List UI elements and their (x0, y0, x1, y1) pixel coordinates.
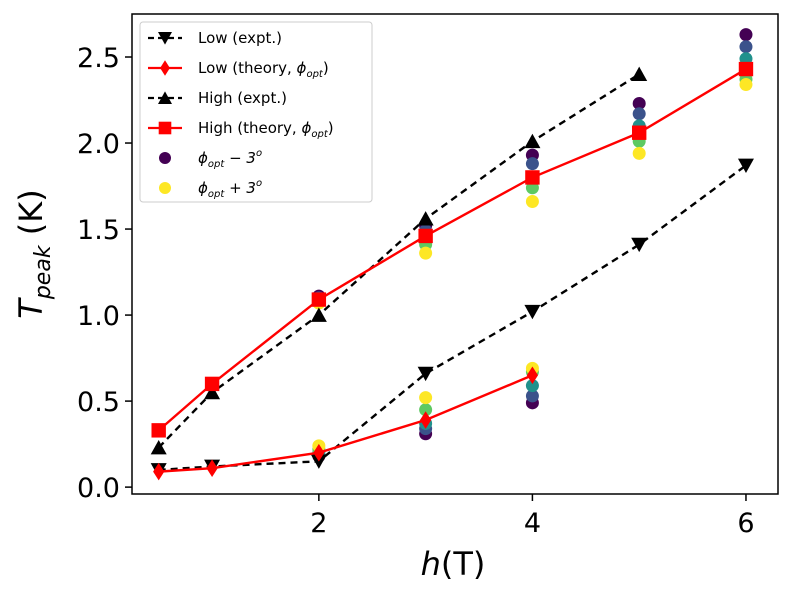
legend-marker (158, 32, 172, 45)
x-tick-label: 2 (310, 508, 327, 539)
series-1-point (526, 366, 539, 385)
legend-entry: ϕopt − 3o (159, 148, 262, 170)
y-tick-label: 1.5 (77, 215, 120, 246)
axis-ticks: 2 4 6 0.0 0.5 1.0 1.5 2.0 2.5 (77, 43, 755, 539)
y-tick-label: 0.0 (77, 473, 120, 504)
sweep-point (739, 78, 753, 92)
legend-marker (159, 152, 171, 164)
series-3-point (151, 423, 166, 438)
legend-marker (158, 91, 172, 104)
plot-area-frame (131, 13, 779, 495)
series-3-point (738, 61, 754, 77)
legend-marker (159, 182, 171, 194)
series-0-point (631, 237, 648, 253)
sweep-point (525, 389, 539, 403)
sweep-point (632, 107, 646, 121)
series-0-point (310, 454, 327, 469)
series-0-point (737, 158, 754, 173)
sweep-point (525, 157, 539, 171)
sweep-point (632, 146, 646, 160)
series-2-point (204, 384, 221, 400)
legend-entry: Low (expt.) (148, 29, 282, 47)
sweep-point (632, 96, 646, 110)
legend-label: High (expt.) (198, 89, 287, 107)
series-2-point (631, 66, 648, 82)
legend-label: ϕopt + 3o (198, 178, 262, 200)
sweep-point (419, 391, 433, 405)
series-3-point (525, 170, 540, 185)
series-2-point (150, 439, 167, 455)
legend-marker (158, 121, 172, 135)
legend-marker (160, 60, 170, 76)
series-1-point (313, 443, 325, 462)
series-1-point (153, 462, 165, 481)
legend-label: Low (expt.) (198, 29, 282, 47)
legend-box (139, 21, 373, 203)
x-tick-label: 6 (737, 508, 754, 539)
series-3-point (631, 125, 647, 140)
sweep-point (525, 379, 539, 393)
sweep-point (419, 246, 433, 260)
sweep-point (739, 40, 753, 54)
legend-label: High (theory, ϕopt) (198, 119, 334, 140)
sweep-point (525, 195, 539, 209)
y-axis-title: Tpeak (K) (12, 189, 56, 318)
sweep-point (739, 28, 753, 42)
sweep-point (419, 403, 433, 417)
legend-entry: ϕopt + 3o (159, 178, 262, 200)
series-3-point (311, 292, 327, 307)
y-tick-label: 1.0 (77, 301, 120, 332)
legend-entry: Low (theory, ϕopt) (148, 59, 329, 80)
series-3-point (204, 376, 220, 392)
legend-entry: High (expt.) (148, 89, 287, 107)
series-0-point (417, 366, 434, 382)
series-1-point (420, 411, 432, 429)
series-layer (150, 61, 754, 481)
legend-label: ϕopt − 3o (198, 148, 262, 170)
y-tick-label: 2.5 (77, 43, 120, 74)
x-axis-title: h(T) (421, 545, 486, 583)
legend-label: Low (theory, ϕopt) (198, 59, 329, 80)
x-tick-label: 4 (524, 508, 541, 539)
legend: Low (expt.) Low (theory, ϕopt) High (expt.… (139, 21, 373, 203)
series-3-point (418, 228, 433, 244)
series-2-point (417, 211, 434, 226)
y-tick-label: 2.0 (77, 129, 120, 160)
series-2-point (524, 133, 541, 149)
y-tick-label: 0.5 (77, 387, 120, 418)
series-1-point (206, 459, 218, 477)
series-2-point (310, 307, 327, 322)
legend-entry: High (theory, ϕopt) (148, 119, 334, 140)
series-0-point (524, 304, 541, 320)
